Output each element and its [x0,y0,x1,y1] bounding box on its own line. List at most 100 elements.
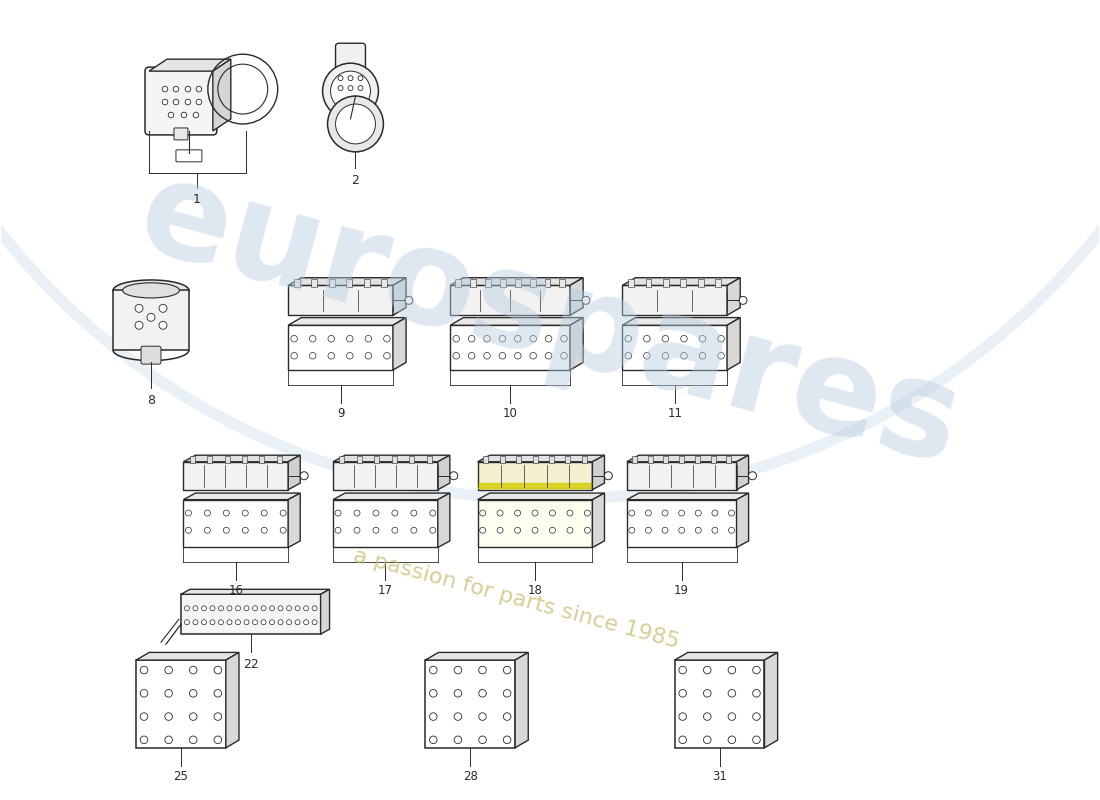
Circle shape [223,510,229,516]
Polygon shape [623,286,727,315]
Circle shape [584,527,591,534]
Circle shape [662,510,668,516]
Circle shape [484,353,491,359]
Polygon shape [288,278,406,286]
Polygon shape [180,590,330,594]
Circle shape [429,713,437,720]
Polygon shape [727,318,740,370]
Circle shape [346,353,353,359]
Circle shape [336,104,375,144]
Circle shape [196,99,201,105]
Polygon shape [627,500,737,547]
Circle shape [219,606,223,610]
FancyBboxPatch shape [364,279,370,287]
Circle shape [312,606,317,610]
Circle shape [309,335,316,342]
Circle shape [210,606,214,610]
Circle shape [679,736,686,744]
Circle shape [704,713,711,720]
Circle shape [300,472,308,480]
Circle shape [469,353,475,359]
Circle shape [584,510,591,516]
FancyBboxPatch shape [695,456,700,463]
Circle shape [358,76,363,81]
Circle shape [185,606,189,610]
Circle shape [384,353,390,359]
Circle shape [478,690,486,697]
FancyBboxPatch shape [294,279,300,287]
Polygon shape [426,660,515,748]
Circle shape [280,527,286,534]
Polygon shape [333,455,450,462]
Polygon shape [438,493,450,547]
Circle shape [646,510,651,516]
Polygon shape [593,455,605,490]
Polygon shape [764,653,778,748]
FancyBboxPatch shape [470,279,475,287]
Polygon shape [627,462,737,490]
Circle shape [644,335,650,342]
Circle shape [704,736,711,744]
Circle shape [165,690,173,697]
FancyBboxPatch shape [189,456,195,463]
Circle shape [135,322,143,330]
FancyBboxPatch shape [454,279,461,287]
Circle shape [429,666,437,674]
Circle shape [186,510,191,516]
Polygon shape [320,590,330,634]
Circle shape [484,335,491,342]
Circle shape [162,99,168,105]
Polygon shape [477,482,593,488]
Circle shape [752,666,760,674]
Circle shape [295,606,300,610]
FancyBboxPatch shape [242,456,248,463]
Circle shape [561,353,568,359]
Circle shape [704,666,711,674]
Circle shape [662,527,668,534]
Circle shape [309,353,316,359]
Circle shape [515,335,521,342]
FancyBboxPatch shape [207,456,212,463]
FancyBboxPatch shape [329,279,334,287]
FancyBboxPatch shape [681,279,686,287]
Circle shape [201,620,207,625]
FancyBboxPatch shape [427,456,431,463]
Circle shape [752,690,760,697]
Circle shape [185,620,189,625]
Polygon shape [288,318,406,326]
Circle shape [728,736,736,744]
Circle shape [629,510,635,516]
Circle shape [546,353,552,359]
Circle shape [454,666,462,674]
Circle shape [182,112,187,118]
Circle shape [566,527,573,534]
Circle shape [162,86,168,92]
Polygon shape [593,493,605,547]
Polygon shape [737,493,749,547]
Polygon shape [288,326,393,370]
Circle shape [752,713,760,720]
Ellipse shape [122,283,179,298]
FancyBboxPatch shape [515,279,520,287]
Polygon shape [333,462,438,490]
FancyBboxPatch shape [374,456,379,463]
FancyBboxPatch shape [726,456,732,463]
Circle shape [223,527,229,534]
Circle shape [270,606,275,610]
Polygon shape [333,500,438,547]
Circle shape [173,86,178,92]
Circle shape [270,620,275,625]
Polygon shape [180,594,320,634]
Circle shape [515,510,520,516]
Circle shape [242,510,249,516]
Circle shape [194,112,199,118]
Circle shape [646,527,651,534]
Circle shape [201,606,207,610]
Circle shape [354,527,360,534]
Circle shape [752,736,760,744]
Circle shape [322,63,378,119]
Polygon shape [288,286,393,315]
FancyBboxPatch shape [409,456,414,463]
Circle shape [331,71,371,111]
Circle shape [454,713,462,720]
